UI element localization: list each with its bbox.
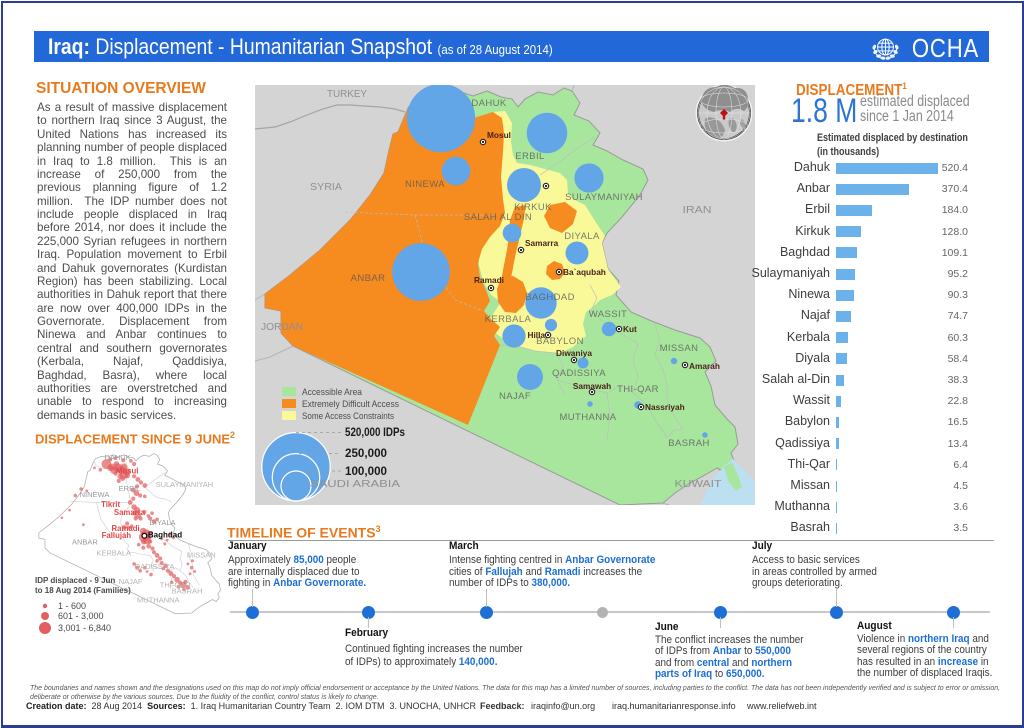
svg-text:Diwaniya: Diwaniya — [556, 348, 592, 358]
svg-text:IRAN: IRAN — [683, 204, 712, 216]
svg-text:ERBIL: ERBIL — [515, 151, 544, 162]
svg-text:Ramadi: Ramadi — [112, 524, 140, 533]
svg-text:SYRIA: SYRIA — [310, 181, 342, 193]
svg-text:BASRAH: BASRAH — [668, 438, 709, 449]
svg-text:Some Access Constraints: Some Access Constraints — [302, 411, 394, 422]
svg-text:ANBAR: ANBAR — [72, 537, 98, 546]
svg-text:QADISSIYA: QADISSIYA — [552, 368, 606, 379]
svg-text:NINEWA: NINEWA — [405, 179, 445, 190]
svg-text:Samarra: Samarra — [525, 238, 559, 248]
svg-text:KERBALA: KERBALA — [96, 548, 131, 557]
svg-text:100,000: 100,000 — [345, 466, 387, 478]
svg-text:Ramadi: Ramadi — [474, 275, 504, 285]
svg-text:BABYLON: BABYLON — [536, 336, 584, 347]
svg-text:DAHUK: DAHUK — [104, 453, 130, 462]
svg-text:NINEWA: NINEWA — [80, 490, 110, 499]
svg-text:Samarra: Samarra — [114, 508, 146, 517]
svg-text:to 18 Aug 2014 (Families): to 18 Aug 2014 (Families) — [35, 586, 131, 595]
svg-text:THI-QAR: THI-QAR — [160, 580, 191, 589]
svg-text:WASSIT: WASSIT — [589, 309, 627, 320]
svg-text:KIRKUK: KIRKUK — [514, 202, 552, 213]
svg-text:MISSAN: MISSAN — [187, 550, 216, 559]
svg-text:Amarah: Amarah — [689, 361, 720, 371]
svg-text:MISSAN: MISSAN — [660, 343, 699, 354]
svg-text:NAJAF: NAJAF — [499, 391, 531, 402]
svg-text:Samawah: Samawah — [573, 381, 611, 391]
svg-text:SAUDI ARABIA: SAUDI ARABIA — [310, 478, 400, 490]
svg-text:DIYALA: DIYALA — [564, 231, 600, 242]
svg-text:Hilla: Hilla — [527, 330, 545, 340]
svg-text:Accessible Area: Accessible Area — [302, 387, 363, 398]
svg-text:Fallujah: Fallujah — [102, 531, 132, 540]
svg-text:Ba`aqubah: Ba`aqubah — [563, 267, 606, 277]
svg-text:KERBALA: KERBALA — [485, 314, 532, 325]
svg-text:BAGHDAD: BAGHDAD — [525, 292, 575, 303]
svg-text:Mosul: Mosul — [116, 467, 139, 476]
svg-text:SALAH AL DIN: SALAH AL DIN — [464, 212, 532, 223]
svg-text:Tikrit: Tikrit — [101, 500, 120, 509]
svg-text:Kut: Kut — [623, 324, 637, 334]
svg-text:3,001 - 6,840: 3,001 - 6,840 — [58, 623, 111, 633]
svg-text:ERBIL: ERBIL — [119, 484, 141, 493]
svg-text:JORDAN: JORDAN — [261, 321, 303, 333]
svg-text:520,000 IDPs: 520,000 IDPs — [345, 427, 405, 439]
svg-text:Nassriyah: Nassriyah — [645, 402, 685, 412]
svg-text:Baghdad: Baghdad — [148, 530, 182, 539]
svg-text:NAJAF: NAJAF — [119, 577, 143, 586]
svg-text:BASRAH: BASRAH — [172, 586, 203, 595]
svg-text:QADISSIYA: QADISSIYA — [134, 562, 174, 571]
svg-text:DIYALA: DIYALA — [149, 518, 175, 527]
svg-text:601 - 3,000: 601 - 3,000 — [58, 611, 104, 621]
svg-text:Extremely Difficult Access: Extremely Difficult Access — [302, 399, 399, 410]
svg-text:MUTHANNA: MUTHANNA — [559, 412, 616, 423]
svg-text:DAHUK: DAHUK — [471, 98, 507, 109]
svg-text:IDP displaced - 9 Jun: IDP displaced - 9 Jun — [35, 576, 115, 585]
svg-text:ANBAR: ANBAR — [351, 273, 386, 284]
svg-text:MUTHANNA: MUTHANNA — [137, 596, 180, 605]
svg-text:SULAYMANIYAH: SULAYMANIYAH — [565, 192, 643, 203]
svg-text:SULAYMANIYAH: SULAYMANIYAH — [156, 480, 214, 489]
svg-text:KUWAIT: KUWAIT — [675, 478, 723, 490]
svg-text:Mosul: Mosul — [487, 130, 511, 140]
svg-text:THI-QAR: THI-QAR — [617, 384, 659, 395]
svg-text:1 - 600: 1 - 600 — [58, 601, 86, 611]
svg-text:TURKEY: TURKEY — [327, 88, 367, 100]
svg-text:250,000: 250,000 — [345, 448, 387, 460]
